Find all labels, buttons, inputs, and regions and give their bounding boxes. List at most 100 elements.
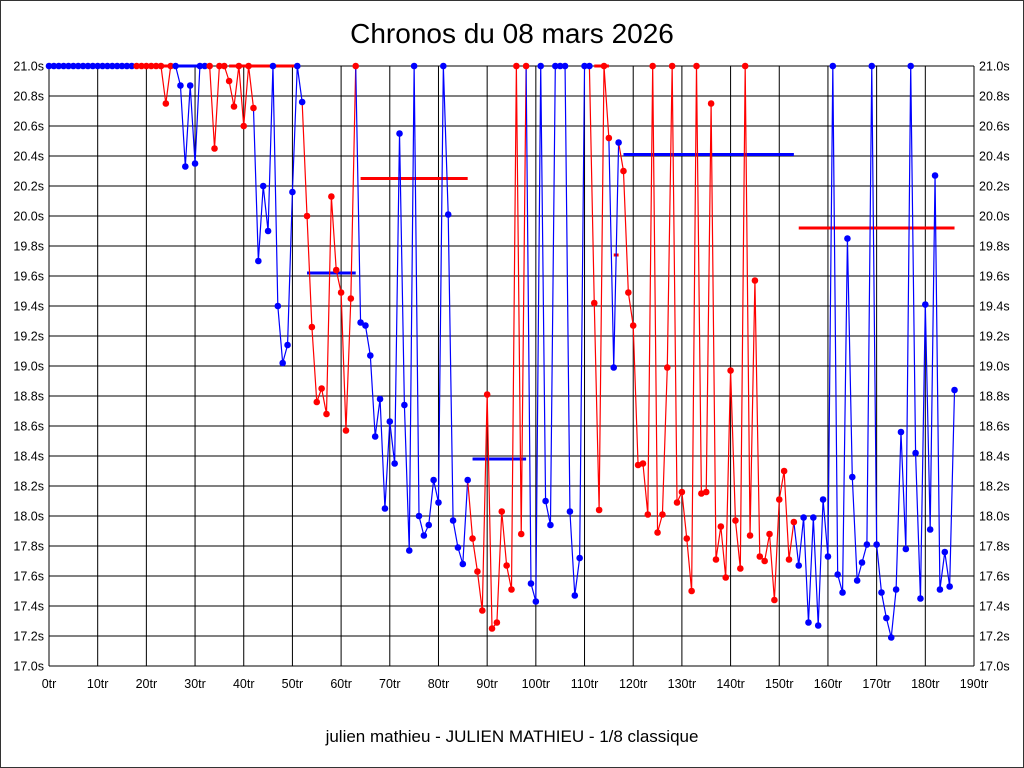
data-point-red <box>595 506 603 514</box>
y-tick-label-right: 18.6s <box>979 420 1010 434</box>
data-point-blue <box>863 541 871 548</box>
y-tick-label-right: 20.0s <box>979 210 1010 224</box>
y-tick-label-left: 18.8s <box>13 390 44 404</box>
y-tick-label-right: 19.0s <box>979 360 1010 374</box>
data-point-red <box>342 427 350 434</box>
data-point-red <box>245 62 252 70</box>
data-point-blue <box>444 211 452 218</box>
x-tick-label: 150tr <box>765 677 794 691</box>
data-point-blue <box>357 319 364 326</box>
data-point-blue <box>50 62 58 70</box>
data-point-red <box>683 535 691 542</box>
data-point-blue <box>99 62 106 70</box>
data-point-blue <box>284 341 291 349</box>
data-point-blue <box>269 62 277 70</box>
y-tick-label-right: 20.6s <box>979 120 1010 134</box>
x-tick-label: 70tr <box>379 677 401 691</box>
data-point-blue <box>201 62 209 70</box>
data-point-red <box>478 607 486 614</box>
y-tick-label-left: 20.8s <box>13 90 44 104</box>
data-point-blue <box>371 433 379 440</box>
y-tick-label-left: 18.2s <box>13 480 44 494</box>
data-point-red <box>508 586 515 593</box>
data-point-blue <box>430 476 437 484</box>
data-point-blue <box>464 476 471 484</box>
data-point-blue <box>527 580 535 587</box>
data-point-red <box>133 62 140 70</box>
data-point-red <box>498 508 506 515</box>
x-tick-label: 0tr <box>42 677 57 691</box>
y-tick-label-left: 20.0s <box>13 210 44 224</box>
data-point-blue <box>853 577 861 584</box>
data-point-blue <box>118 62 126 70</box>
y-tick-label-left: 21.0s <box>13 60 44 74</box>
data-point-blue <box>561 62 569 70</box>
series-line-blue <box>355 65 469 565</box>
y-tick-label-left: 20.6s <box>13 120 44 134</box>
y-tick-label-right: 18.4s <box>979 450 1010 464</box>
data-point-red <box>147 62 155 70</box>
data-point-blue <box>376 395 384 403</box>
data-point-red <box>717 523 725 530</box>
data-point-red <box>654 529 661 536</box>
data-point-blue <box>902 545 910 553</box>
data-point-red <box>785 556 793 563</box>
data-point-red <box>503 562 510 569</box>
data-point-blue <box>459 560 467 568</box>
data-point-red <box>493 619 501 626</box>
data-point-blue <box>289 188 296 196</box>
y-tick-label-right: 19.4s <box>979 300 1010 314</box>
data-point-blue <box>834 571 841 578</box>
data-point-blue <box>65 62 72 70</box>
data-point-blue <box>547 521 554 529</box>
data-point-red <box>157 62 165 70</box>
data-point-blue <box>951 386 958 394</box>
data-point-red <box>152 62 160 70</box>
data-point-red <box>625 289 632 296</box>
data-point-red <box>771 596 778 604</box>
x-tick-label: 130tr <box>668 677 697 691</box>
data-point-blue <box>542 497 549 505</box>
data-point-blue <box>454 544 462 551</box>
data-point-blue <box>367 352 374 359</box>
y-tick-label-right: 17.4s <box>979 600 1010 614</box>
data-points <box>45 62 958 641</box>
data-point-blue <box>70 62 77 70</box>
data-point-red <box>590 299 598 307</box>
x-tick-label: 180tr <box>911 677 940 691</box>
y-tick-label-left: 17.2s <box>13 630 44 644</box>
data-point-blue <box>172 62 179 70</box>
data-point-blue <box>848 473 856 481</box>
chart-footer: julien mathieu - JULIEN MATHIEU - 1/8 cl… <box>325 727 699 746</box>
data-point-blue <box>259 182 267 190</box>
x-tick-label: 190tr <box>960 677 989 691</box>
data-point-blue <box>537 62 545 70</box>
y-tick-label-left: 17.4s <box>13 600 44 614</box>
y-tick-label-right: 20.4s <box>979 150 1010 164</box>
data-point-blue <box>931 172 939 179</box>
data-point-red <box>620 167 627 175</box>
data-point-blue <box>396 130 403 137</box>
data-point-red <box>216 62 223 70</box>
data-point-blue <box>362 322 369 329</box>
data-point-red <box>741 62 749 70</box>
data-point-blue <box>405 547 413 554</box>
data-point-red <box>756 553 764 560</box>
data-point-blue <box>182 163 189 170</box>
data-point-blue <box>410 62 418 70</box>
data-point-red <box>693 62 700 70</box>
data-point-blue <box>79 62 87 70</box>
data-point-red <box>332 266 340 274</box>
x-tick-label: 60tr <box>330 677 352 691</box>
data-point-red <box>240 122 248 130</box>
data-point-red <box>737 565 744 572</box>
data-point-red <box>766 530 773 538</box>
data-point-blue <box>814 622 822 629</box>
data-point-red <box>303 212 311 220</box>
data-point-blue <box>84 62 92 70</box>
data-point-blue <box>420 532 428 539</box>
data-point-blue <box>892 586 900 593</box>
data-point-blue <box>819 496 827 503</box>
